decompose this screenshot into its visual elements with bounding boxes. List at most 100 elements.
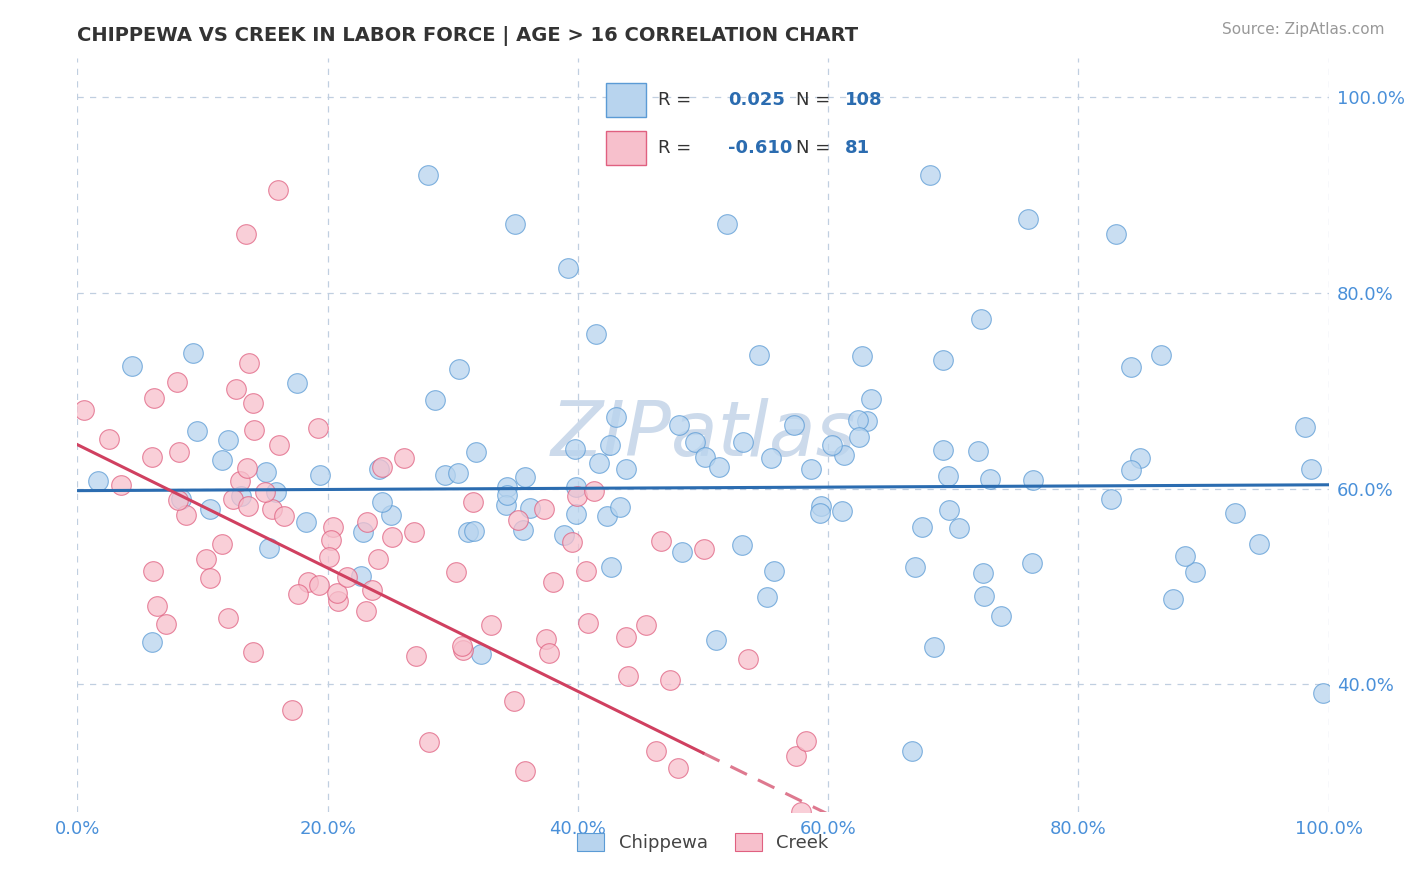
Point xyxy=(704,632,727,647)
Point xyxy=(367,462,389,476)
Point xyxy=(418,734,440,748)
Point xyxy=(307,420,329,434)
Point xyxy=(167,492,190,507)
Point xyxy=(790,805,813,819)
Point xyxy=(785,748,807,763)
Point xyxy=(932,442,955,457)
Point xyxy=(821,438,844,452)
Point xyxy=(565,489,588,503)
Point xyxy=(910,519,932,533)
Point xyxy=(402,525,425,540)
Point xyxy=(371,495,394,509)
Point xyxy=(229,474,252,488)
Point xyxy=(425,392,447,407)
Point xyxy=(848,430,870,444)
Point xyxy=(222,492,245,507)
Point xyxy=(588,456,610,470)
Point xyxy=(1161,591,1184,606)
Point xyxy=(479,618,502,632)
Point xyxy=(799,462,821,476)
Point xyxy=(142,391,165,405)
Point xyxy=(979,472,1001,486)
Point xyxy=(502,694,524,708)
Point xyxy=(972,566,994,581)
Point xyxy=(447,362,470,376)
Point xyxy=(416,169,439,183)
Point xyxy=(782,417,804,432)
Point xyxy=(141,564,163,578)
Point xyxy=(614,462,637,476)
Point xyxy=(350,569,373,583)
Point xyxy=(503,218,526,232)
Point xyxy=(266,183,288,197)
Point xyxy=(260,502,283,516)
Point xyxy=(470,647,492,661)
Point xyxy=(1121,359,1143,374)
Point xyxy=(447,467,470,481)
Point xyxy=(731,538,754,552)
Point xyxy=(281,703,304,717)
Text: CHIPPEWA VS CREEK IN LABOR FORCE | AGE > 16 CORRELATION CHART: CHIPPEWA VS CREEK IN LABOR FORCE | AGE >… xyxy=(77,26,859,46)
Point xyxy=(810,499,832,513)
Point xyxy=(141,450,163,464)
Point xyxy=(609,500,631,514)
Point xyxy=(936,469,959,483)
Point xyxy=(599,438,621,452)
Point xyxy=(831,503,853,517)
Point xyxy=(181,346,204,360)
Point xyxy=(495,480,517,494)
Point xyxy=(666,761,689,775)
Point xyxy=(325,586,347,600)
Point xyxy=(217,434,239,448)
Point xyxy=(564,442,586,456)
Point xyxy=(326,594,349,608)
Point xyxy=(463,495,485,509)
Point xyxy=(650,533,672,548)
Point xyxy=(731,434,754,449)
Point xyxy=(582,484,605,499)
Point xyxy=(451,643,474,657)
Point xyxy=(553,528,575,542)
Point xyxy=(565,480,588,494)
Point xyxy=(242,645,264,659)
Point xyxy=(538,646,561,660)
Point xyxy=(238,356,260,370)
Point xyxy=(515,764,537,778)
Point xyxy=(918,169,941,183)
Point xyxy=(756,590,779,604)
Point xyxy=(599,560,621,574)
Point xyxy=(354,604,377,618)
Point xyxy=(297,574,319,589)
Point xyxy=(671,545,693,559)
Point xyxy=(121,359,143,373)
Point xyxy=(198,502,221,516)
Point xyxy=(846,412,869,426)
Point xyxy=(748,348,770,362)
Point xyxy=(948,521,970,535)
Point xyxy=(1022,473,1045,487)
Point xyxy=(695,450,717,464)
Point xyxy=(97,433,120,447)
Point xyxy=(450,639,472,653)
Point xyxy=(166,375,188,389)
Point xyxy=(273,508,295,523)
Point xyxy=(141,635,163,649)
Point xyxy=(932,353,955,368)
Point xyxy=(512,524,534,538)
Point xyxy=(557,261,579,276)
Point xyxy=(966,443,988,458)
Point xyxy=(617,669,640,683)
Point xyxy=(564,508,586,522)
Point xyxy=(465,444,488,458)
Point xyxy=(506,512,529,526)
Point xyxy=(287,587,309,601)
Point xyxy=(636,617,658,632)
Point xyxy=(318,549,340,564)
Point xyxy=(1184,566,1206,580)
Point xyxy=(367,551,389,566)
Text: Source: ZipAtlas.com: Source: ZipAtlas.com xyxy=(1222,22,1385,37)
Point xyxy=(235,227,257,242)
Point xyxy=(496,488,519,502)
Point xyxy=(495,498,517,512)
Point xyxy=(614,630,637,644)
